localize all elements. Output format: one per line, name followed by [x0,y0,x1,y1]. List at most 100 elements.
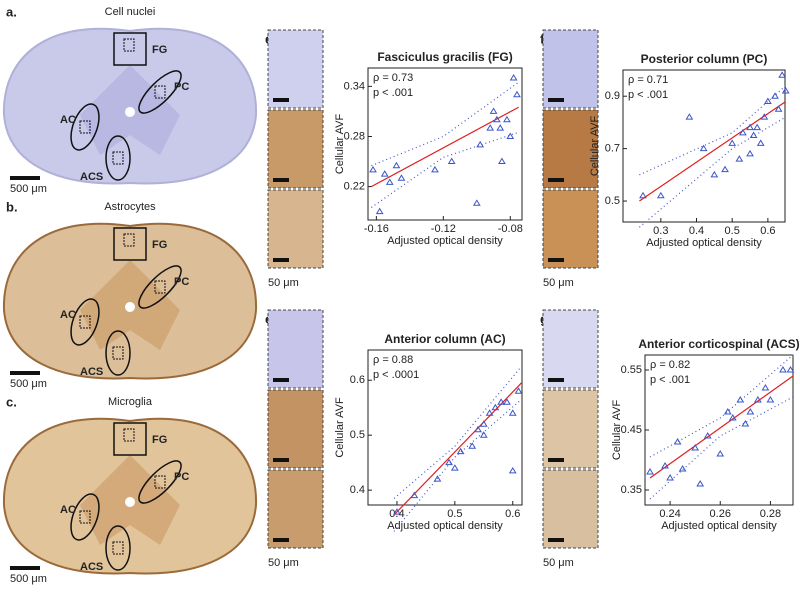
data-point [749,131,758,139]
panel-label: c. [6,394,17,409]
region-label: AC [60,504,76,516]
data-point [661,462,669,469]
stat-annotation: p < .001 [650,374,690,386]
data-point [778,71,787,78]
region-label: FG [152,434,167,446]
y-axis-label: Cellular AVF [334,397,346,458]
roi-box [79,510,91,524]
scale-bar [10,176,40,180]
plot-frame [367,67,523,221]
roi-box [154,85,166,99]
x-axis-label: Adjusted optical density [646,237,762,249]
thumbnail [542,389,599,469]
data-point [753,396,762,403]
x-tick-label: -0.12 [431,223,456,235]
x-tick-label: 0.4 [689,225,704,237]
x-tick-label: -0.16 [364,223,389,235]
data-point [721,165,729,173]
panel-label: b. [6,199,18,214]
data-point [508,409,517,416]
chart-title: Fasciculus gracilis (FG) [377,50,512,64]
data-point [445,458,453,466]
data-point [736,396,745,403]
regression-line [649,375,794,479]
data-point [728,139,737,146]
thumbnail [542,309,599,389]
roi-box [79,120,91,134]
data-point [691,444,700,451]
region-label: PC [174,276,189,288]
regression-line [393,382,522,516]
data-point [509,74,518,81]
region-outline [138,70,182,114]
x-tick-label: 0.28 [760,508,781,520]
scale-bar [548,458,564,462]
x-tick-label: -0.08 [498,223,523,235]
region-outline [105,135,131,181]
panel-label: a. [6,4,17,19]
thumbnail [542,29,599,109]
roi-box [123,428,135,442]
data-point [380,170,389,177]
thumbnail [267,309,324,389]
chart-title: Anterior corticospinal (ACS) [638,337,799,351]
data-point [486,124,495,131]
roi-box [123,233,135,247]
data-point [498,157,506,165]
data-point [766,396,775,403]
region-label: PC [174,471,189,483]
data-point [723,408,732,415]
x-tick-label: 0.5 [725,225,740,237]
scale-bar [273,538,289,542]
scale-bar [548,538,564,542]
data-point [431,165,439,173]
data-point [753,123,762,131]
stat-annotation: ρ = 0.71 [628,74,668,86]
region-outline [113,32,147,66]
chart-title: Posterior column (PC) [641,52,768,66]
y-tick-label: 0.5 [350,429,365,441]
y-tick-label: 0.4 [350,484,365,496]
data-point [493,115,501,123]
thumbnail [267,389,324,469]
data-point [514,387,523,394]
region-outline [70,298,100,346]
roi-box [154,475,166,489]
y-tick-label: 0.5 [605,195,620,207]
data-point [786,366,795,373]
scale-label: 50 μm [268,277,299,289]
scale-bar [548,378,564,382]
x-tick-label: 0.24 [659,508,680,520]
region-label: FG [152,239,167,251]
x-axis-label: Adjusted optical density [661,520,777,532]
region-outline [138,460,182,504]
region-outline [70,493,100,541]
scale-bar [273,258,289,262]
data-point [716,450,725,457]
data-point [513,90,521,98]
x-tick-label: 0.6 [505,508,520,520]
region-outline [105,525,131,571]
roi-box [79,315,91,329]
stat-annotation: ρ = 0.82 [650,359,690,371]
confidence-band [649,396,794,500]
data-point [774,105,783,112]
region-outline [70,103,100,151]
data-point [685,113,694,120]
roi-box [112,541,124,555]
plot-frame [622,69,786,223]
data-point [760,113,769,120]
data-point [735,155,744,162]
region-label: PC [174,81,189,93]
scale-bar [548,98,564,102]
central-canal [125,497,135,507]
confidence-band [371,131,519,208]
data-point [369,165,377,173]
scale-bar [273,178,289,182]
region-outline [113,227,147,261]
stat-annotation: p < .0001 [373,369,419,381]
y-tick-label: 0.35 [621,484,642,496]
region-outline [138,265,182,309]
data-point [393,508,401,515]
